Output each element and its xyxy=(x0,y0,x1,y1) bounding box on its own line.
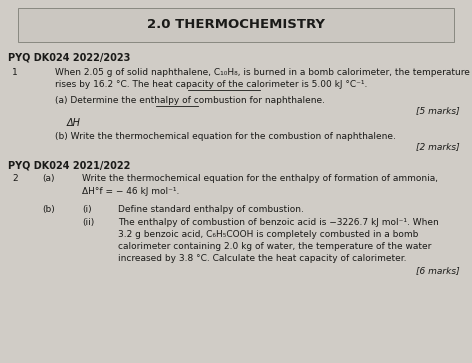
Text: [5 marks]: [5 marks] xyxy=(416,106,460,115)
Bar xyxy=(18,8,454,42)
Text: 2.0 THERMOCHEMISTRY: 2.0 THERMOCHEMISTRY xyxy=(147,19,325,32)
Text: 2: 2 xyxy=(12,174,17,183)
Text: (i): (i) xyxy=(82,205,92,214)
Text: ΔH: ΔH xyxy=(67,118,81,128)
Text: Define standard enthalpy of combustion.: Define standard enthalpy of combustion. xyxy=(118,205,304,214)
Text: PYQ DK024 2021/2022: PYQ DK024 2021/2022 xyxy=(8,160,130,170)
Text: ΔH°f = − 46 kJ mol⁻¹.: ΔH°f = − 46 kJ mol⁻¹. xyxy=(82,187,179,196)
Text: PYQ DK024 2022/2023: PYQ DK024 2022/2023 xyxy=(8,52,130,62)
Text: (a): (a) xyxy=(42,174,54,183)
Text: increased by 3.8 °C. Calculate the heat capacity of calorimeter.: increased by 3.8 °C. Calculate the heat … xyxy=(118,254,406,263)
Text: rises by 16.2 °C. The heat capacity of the calorimeter is 5.00 kJ °C⁻¹.: rises by 16.2 °C. The heat capacity of t… xyxy=(55,80,367,89)
Text: (b): (b) xyxy=(42,205,55,214)
Text: (ii): (ii) xyxy=(82,218,94,227)
Text: (b) Write the thermochemical equation for the combustion of naphthalene.: (b) Write the thermochemical equation fo… xyxy=(55,132,396,141)
Text: Write the thermochemical equation for the enthalpy of formation of ammonia,: Write the thermochemical equation for th… xyxy=(82,174,438,183)
Text: calorimeter containing 2.0 kg of water, the temperature of the water: calorimeter containing 2.0 kg of water, … xyxy=(118,242,431,251)
Text: 1: 1 xyxy=(12,68,18,77)
Text: [6 marks]: [6 marks] xyxy=(416,266,460,275)
Text: [2 marks]: [2 marks] xyxy=(416,142,460,151)
Text: (a) Determine the enthalpy of combustion for naphthalene.: (a) Determine the enthalpy of combustion… xyxy=(55,96,325,105)
Text: When 2.05 g of solid naphthalene, C₁₀H₈, is burned in a bomb calorimeter, the te: When 2.05 g of solid naphthalene, C₁₀H₈,… xyxy=(55,68,470,77)
Text: 3.2 g benzoic acid, C₆H₅COOH is completely combusted in a bomb: 3.2 g benzoic acid, C₆H₅COOH is complete… xyxy=(118,230,418,239)
Text: The enthalpy of combustion of benzoic acid is −3226.7 kJ mol⁻¹. When: The enthalpy of combustion of benzoic ac… xyxy=(118,218,439,227)
